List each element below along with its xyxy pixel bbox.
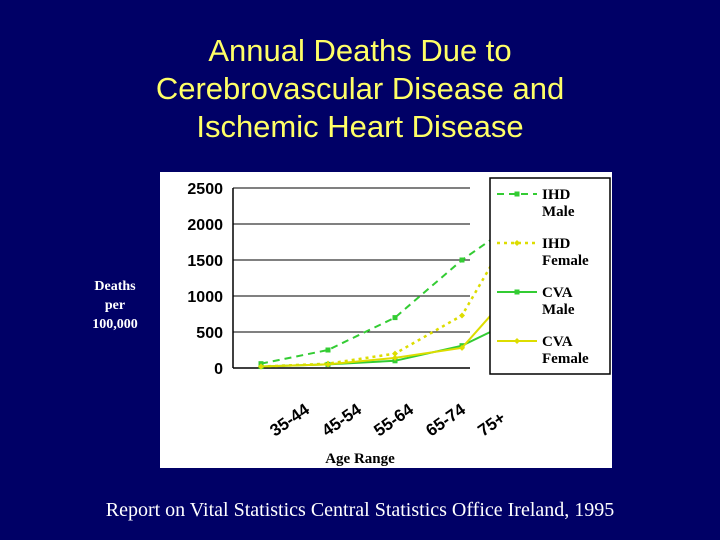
line-chart: 0 500 1000 1500 2000 2500 35-44 45-54 55-64 65-74… <box>187 177 611 467</box>
y-tick-label: 0 <box>214 361 223 378</box>
legend-label: Female <box>542 253 589 269</box>
x-tick-label: 55-64 <box>370 399 417 440</box>
legend-label: IHD <box>542 187 571 203</box>
y-axis-title-line: 100,000 <box>92 317 138 332</box>
data-point <box>514 240 520 246</box>
data-point <box>459 312 465 319</box>
y-axis-title-line: per <box>104 298 126 313</box>
y-tick-label: 1000 <box>187 289 223 306</box>
data-point <box>514 191 520 197</box>
y-tick-label: 1500 <box>187 253 223 270</box>
data-point <box>459 344 465 351</box>
y-axis-title: Deaths per 100,000 <box>76 277 154 334</box>
y-tick-label: 2500 <box>187 181 223 198</box>
x-tick-label: 45-54 <box>318 399 365 440</box>
data-point <box>325 347 331 353</box>
data-point <box>392 350 398 357</box>
series-line <box>260 212 530 365</box>
legend-label: Female <box>542 351 589 367</box>
y-tick-label: 2000 <box>187 217 223 234</box>
y-axis-title-line: Deaths <box>94 279 136 294</box>
data-point <box>258 363 264 370</box>
legend-label: Male <box>542 302 575 318</box>
chart-panel: 0 500 1000 1500 2000 2500 35-44 45-54 55-64 65-74… <box>160 172 612 468</box>
legend-label: IHD <box>542 236 571 252</box>
legend-label: CVA <box>542 334 573 350</box>
series-line <box>260 199 531 368</box>
data-point <box>459 257 465 263</box>
title-line: Ischemic Heart Disease <box>196 109 524 144</box>
title-line: Annual Deaths Due to <box>208 33 512 68</box>
data-point <box>514 338 520 344</box>
data-point <box>392 354 398 361</box>
source-footer: Report on Vital Statistics Central Stati… <box>105 499 615 521</box>
x-tick-label: 35-44 <box>266 399 313 440</box>
x-tick-label: 75+ <box>474 408 509 440</box>
title-line: Cerebrovascular Disease and <box>155 71 565 106</box>
grid-layer <box>233 187 470 333</box>
y-tick-label: 500 <box>196 325 223 342</box>
data-point <box>514 289 520 295</box>
series-layer <box>258 197 532 370</box>
x-tick-label: 65-74 <box>422 399 469 440</box>
legend-label: CVA <box>542 285 573 301</box>
x-axis-title: Age Range <box>325 451 395 467</box>
slide-title: Annual Deaths Due to Cerebrovascular Dis… <box>0 32 720 146</box>
series-3 <box>258 269 532 370</box>
data-point <box>392 315 398 321</box>
legend-label: Male <box>542 204 575 220</box>
data-point <box>325 361 331 368</box>
